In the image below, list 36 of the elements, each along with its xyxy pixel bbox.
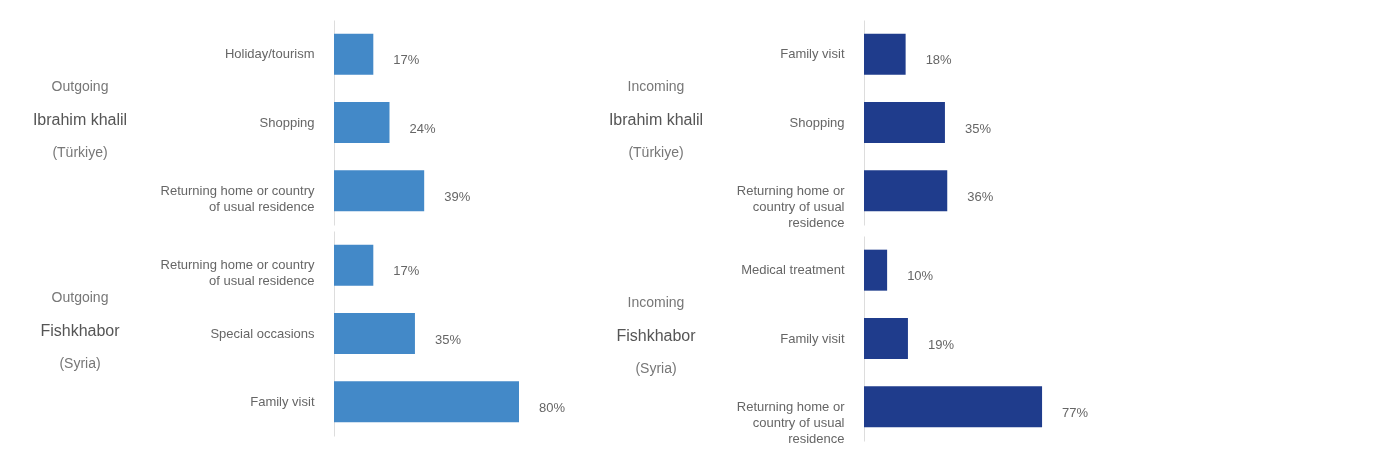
data-label: 35% — [964, 120, 992, 136]
data-label: 10% — [907, 268, 934, 284]
y-tick-label: Shopping — [789, 114, 845, 130]
y-tick-label: Returning home or country of usual residence — [736, 398, 846, 446]
text: Incoming — [627, 77, 685, 94]
y-tick-label: Returning home or country of usual residence — [160, 182, 315, 214]
text: Fishkhabor — [40, 322, 121, 339]
text: Fishkhabor — [616, 327, 697, 344]
data-label: 36% — [967, 188, 994, 204]
y-tick-label: Returning home or country of usual residence — [736, 182, 846, 230]
text: Incoming — [627, 293, 685, 310]
text: Ibrahim khalil — [608, 111, 704, 128]
data-label: 80% — [539, 399, 566, 415]
text: (Türkiye) — [628, 144, 684, 161]
text: Ibrahim khalil — [32, 111, 128, 128]
data-label: 35% — [434, 331, 462, 347]
data-label: 17% — [393, 52, 420, 68]
data-label: 18% — [925, 52, 953, 68]
data-label: 77% — [1062, 404, 1089, 420]
y-tick-label: Family visit — [780, 46, 845, 62]
text: (Syria) — [635, 360, 677, 377]
data-label: 17% — [393, 263, 420, 279]
text: (Türkiye) — [52, 144, 108, 161]
y-tick-label: Shopping — [259, 114, 315, 130]
y-tick-label: Medical treatment — [741, 262, 845, 278]
text: (Syria) — [59, 355, 101, 372]
text: Outgoing — [51, 288, 109, 305]
data-label: 39% — [444, 188, 471, 204]
y-tick-label: Holiday/tourism — [224, 46, 315, 62]
data-label: 19% — [927, 336, 955, 352]
y-tick-label: Special occasions — [210, 325, 315, 341]
y-tick-label: Returning home or country of usual residence — [160, 257, 315, 289]
y-tick-label: Family visit — [780, 330, 845, 346]
data-label: 24% — [409, 120, 436, 136]
text: Outgoing — [51, 77, 109, 94]
y-tick-label: Family visit — [250, 393, 315, 409]
